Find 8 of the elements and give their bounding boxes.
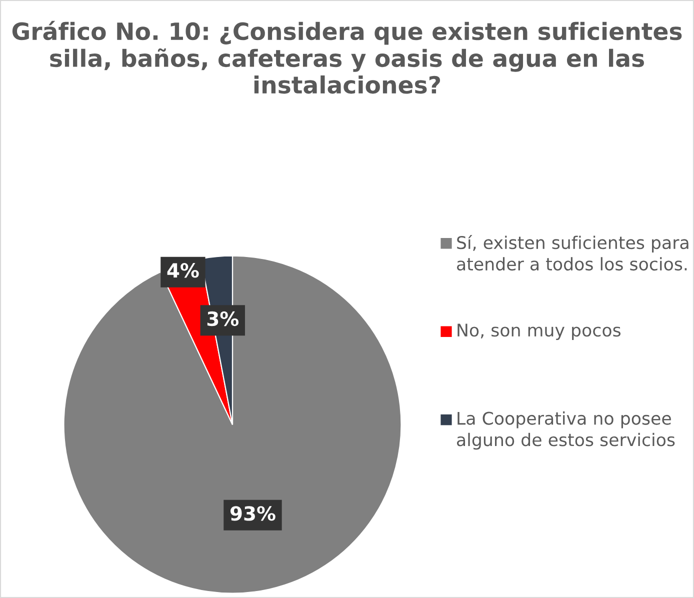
data-label: 93% <box>230 506 276 521</box>
legend-label: Sí, existen suficientes para atender a todos los socios. <box>457 235 688 271</box>
legend-label: No, son muy pocos <box>458 324 621 340</box>
data-label: 4% <box>167 263 199 278</box>
pie-slice <box>63 255 402 594</box>
chart-title: Gráfico No. 10: ¿Considera que existen suficientes silla, baños, cafeteras y oasis de agua en las instalaciones? <box>12 20 682 94</box>
data-label: 3% <box>207 311 239 326</box>
legend-label: La Cooperativa no posee alguno de estos servicios <box>457 411 675 450</box>
